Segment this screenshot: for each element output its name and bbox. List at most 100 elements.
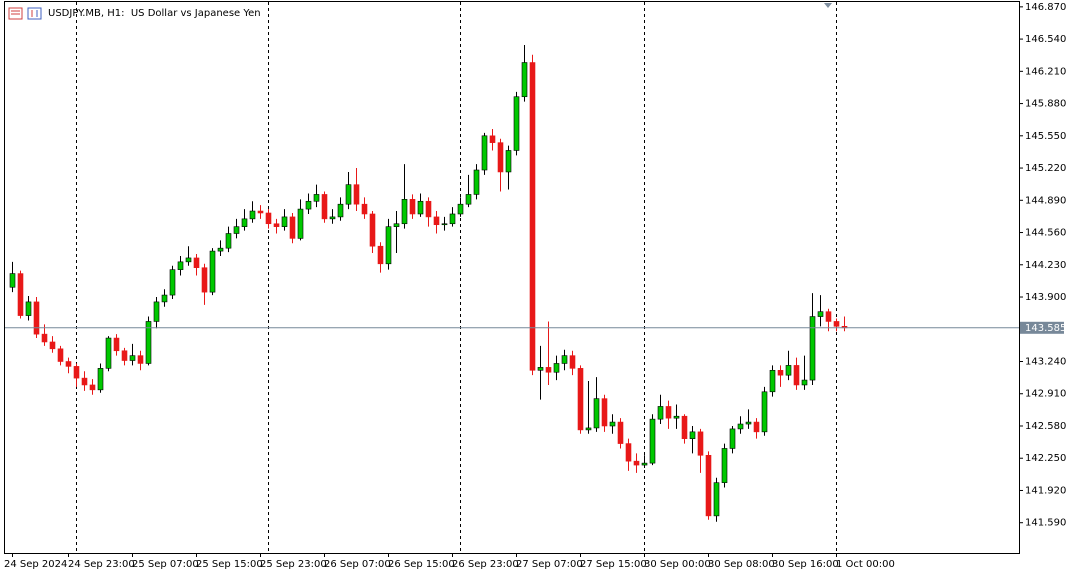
candle-body [465, 194, 472, 205]
candle-body [449, 213, 456, 225]
candle-body [273, 223, 280, 227]
y-tick-label: 146.870 [1025, 2, 1066, 13]
candle-body [585, 427, 592, 431]
candle-body [89, 384, 96, 391]
candle-body [673, 415, 680, 419]
candle-body [217, 247, 224, 252]
candle-body [729, 428, 736, 449]
icon [27, 7, 42, 20]
y-tick-label: 142.580 [1025, 421, 1066, 432]
current-price-label: 143.585 [1025, 323, 1066, 334]
candle-body [105, 337, 112, 369]
x-tick-label: 25 Sep 07:00 [132, 559, 199, 570]
candle-body [233, 226, 240, 234]
candle-body [321, 194, 328, 220]
candle-body [769, 369, 776, 393]
candle-body [545, 367, 552, 373]
candle-body [409, 199, 416, 215]
candle-body [817, 311, 824, 317]
candle-body [129, 355, 136, 361]
x-tick-label: 27 Sep 15:00 [580, 559, 647, 570]
y-tick-label: 143.900 [1025, 292, 1066, 303]
candle-body [33, 301, 40, 335]
x-tick-label: 1 Oct 00:00 [836, 559, 895, 570]
candle-body [481, 135, 488, 171]
x-tick-label: 24 Sep 2024 [4, 559, 67, 570]
candle-body [649, 418, 656, 464]
y-tick-label: 145.880 [1025, 99, 1066, 110]
x-tick-label: 30 Sep 00:00 [644, 559, 711, 570]
candle-body [313, 194, 320, 202]
candle-body [289, 216, 296, 239]
candle-body [713, 482, 720, 517]
candle-body [441, 223, 448, 226]
candle-body [793, 365, 800, 386]
y-tick-label: 146.210 [1025, 66, 1066, 77]
candle-body [425, 200, 432, 218]
candle-body [457, 203, 464, 215]
candle-body [609, 421, 616, 427]
candle-body [705, 454, 712, 517]
candle-body [393, 223, 400, 227]
y-tick-label: 145.220 [1025, 163, 1066, 174]
y-tick-label: 141.590 [1025, 518, 1066, 529]
current-price-box [1020, 321, 1064, 334]
candle-body [737, 423, 744, 430]
x-tick-label: 26 Sep 07:00 [324, 559, 391, 570]
candle-body [401, 199, 408, 225]
candle-body [345, 184, 352, 205]
candle-body [25, 301, 32, 316]
candle-body [225, 233, 232, 249]
candle-body [17, 273, 24, 316]
x-tick-label: 27 Sep 07:00 [516, 559, 583, 570]
candle-body [241, 218, 248, 227]
candle-body [601, 398, 608, 427]
candle-body [473, 169, 480, 195]
candle-body [49, 341, 56, 350]
candle-body [745, 421, 752, 425]
candle-body [81, 377, 88, 386]
x-tick-label: 26 Sep 23:00 [452, 559, 519, 570]
candle-body [201, 267, 208, 293]
candle-body [377, 245, 384, 265]
y-tick-label: 146.540 [1025, 34, 1066, 45]
candle-body [753, 421, 760, 433]
candle-body [385, 226, 392, 265]
candle-body [825, 311, 832, 322]
candle-body [689, 431, 696, 439]
shift-marker [824, 3, 832, 8]
candle-body [761, 391, 768, 433]
plot-frame [4, 1, 1020, 554]
candle-body [281, 216, 288, 227]
candle-body [41, 333, 48, 343]
candle-body [65, 361, 72, 367]
candle-body [145, 321, 152, 364]
candle-body [337, 203, 344, 218]
candle-body [121, 350, 128, 361]
candle-body [73, 366, 80, 379]
candle-body [433, 216, 440, 226]
candle-body [305, 200, 312, 210]
y-tick-label: 142.910 [1025, 389, 1066, 400]
candle-body [801, 379, 808, 386]
candle-body [833, 321, 840, 327]
candle-body [569, 355, 576, 369]
candle-body [665, 406, 672, 419]
y-tick-label: 145.550 [1025, 131, 1066, 142]
candle-body [153, 301, 160, 322]
candle-body [697, 431, 704, 456]
candle-body [249, 210, 256, 220]
candle-body [537, 367, 544, 371]
candle-body [177, 261, 184, 270]
candle-body [785, 365, 792, 376]
candle-body [9, 273, 16, 288]
candle-body [777, 369, 784, 376]
candle-body [617, 421, 624, 444]
candle-body [161, 294, 168, 303]
y-tick-label: 144.230 [1025, 260, 1066, 271]
x-tick-label: 26 Sep 15:00 [388, 559, 455, 570]
candle-body [641, 462, 648, 466]
candle-body [633, 460, 640, 466]
